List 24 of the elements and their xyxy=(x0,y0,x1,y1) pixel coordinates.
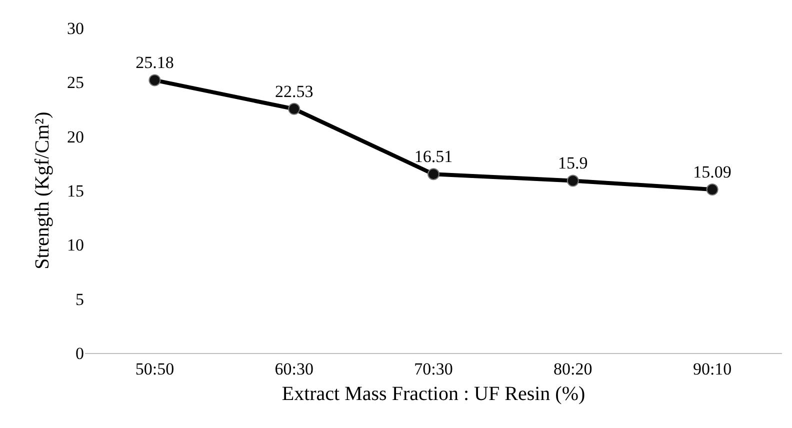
point xyxy=(428,168,440,180)
x-tick-label: 60:30 xyxy=(274,359,314,378)
x-tick-label: 90:10 xyxy=(692,359,732,378)
y-tick-label: 20 xyxy=(67,127,84,146)
y-tick-label: 30 xyxy=(67,18,84,38)
y-tick-label: 15 xyxy=(67,181,84,200)
data-label: 16.51 xyxy=(414,147,453,166)
data-label: 15.09 xyxy=(693,162,732,182)
x-tick-label: 50:50 xyxy=(135,359,174,378)
point xyxy=(148,74,161,86)
y-tick-label: 0 xyxy=(76,344,84,363)
y-tick-label: 25 xyxy=(67,73,84,92)
y-axis-title: Strength (Kgf/Cm²) xyxy=(32,112,54,270)
y-tick-label: 5 xyxy=(76,290,84,309)
x-axis-title: Extract Mass Fraction : UF Resin (%) xyxy=(282,382,586,405)
point xyxy=(566,174,579,187)
data-label: 15.9 xyxy=(558,154,588,173)
data-label: 22.53 xyxy=(274,82,314,101)
data-label: 25.18 xyxy=(136,53,174,72)
y-tick-label: 10 xyxy=(67,236,84,255)
x-tick-label: 80:20 xyxy=(554,359,592,378)
x-tick-label: 70:30 xyxy=(414,359,453,378)
point xyxy=(706,184,718,196)
point xyxy=(288,102,300,115)
